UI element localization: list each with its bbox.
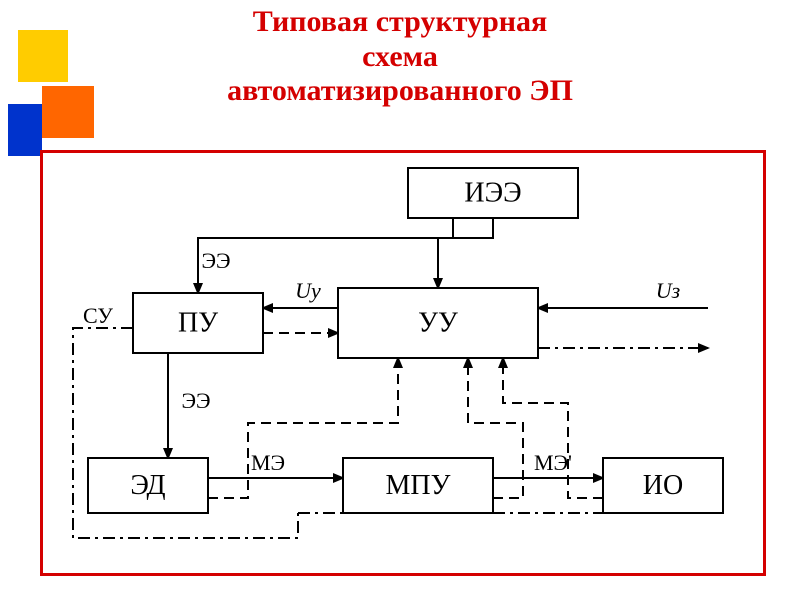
svg-text:МЭ: МЭ	[251, 450, 285, 475]
block-diagram: ИЭЭ ПУ УУ ЭД МПУ ИО ЭЭ Uу Uз ЭЭ МЭ МЭ' СУ	[48, 158, 752, 562]
node-label-ed: ЭД	[130, 470, 165, 501]
node-label-pu: ПУ	[178, 307, 218, 338]
node-label-uu: УУ	[418, 307, 458, 338]
page-title: Типовая структурная схема автоматизирова…	[0, 5, 800, 109]
svg-text:Uу: Uу	[295, 278, 321, 303]
node-label-io: ИО	[643, 470, 683, 501]
svg-text:МЭ': МЭ'	[534, 450, 572, 475]
svg-text:ЭЭ: ЭЭ	[181, 388, 210, 413]
deco-square-blue	[8, 104, 42, 156]
svg-text:СУ: СУ	[83, 303, 113, 328]
svg-text:Uз: Uз	[656, 278, 680, 303]
node-label-mpu: МПУ	[386, 470, 451, 501]
title-line3: автоматизированного ЭП	[227, 74, 573, 107]
title-line2: схема	[362, 40, 438, 73]
svg-text:ЭЭ: ЭЭ	[201, 248, 230, 273]
title-line1: Типовая структурная	[253, 5, 548, 38]
node-label-iee: ИЭЭ	[464, 177, 521, 208]
